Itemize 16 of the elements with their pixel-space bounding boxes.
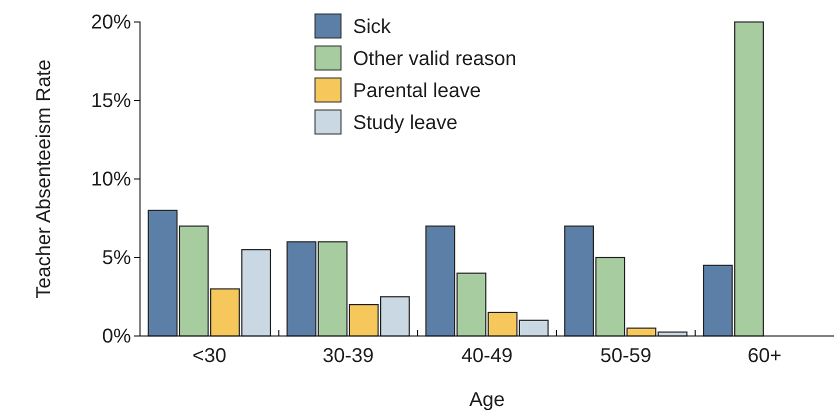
y-tick-label: 15% (90, 90, 132, 112)
legend-label: Other valid reason (353, 48, 516, 70)
legend-label: Study leave (353, 112, 458, 134)
y-tick-label: 0% (102, 325, 132, 348)
legend-label: Sick (353, 16, 392, 38)
x-tick-label: 30-39 (322, 345, 374, 368)
legend-label: Parental leave (353, 80, 481, 102)
y-tick-label: 5% (102, 246, 132, 269)
x-tick-label: <30 (192, 345, 226, 368)
x-axis-title: Age (469, 389, 505, 411)
x-tick-label: 60+ (748, 345, 782, 368)
y-axis-title: Teacher Absenteeism Rate (33, 59, 55, 299)
x-tick-label: 40-49 (461, 345, 513, 368)
y-tick-label: 20% (90, 11, 132, 34)
y-tick-label: 10% (90, 168, 132, 190)
x-tick-label: 50-59 (600, 345, 652, 368)
